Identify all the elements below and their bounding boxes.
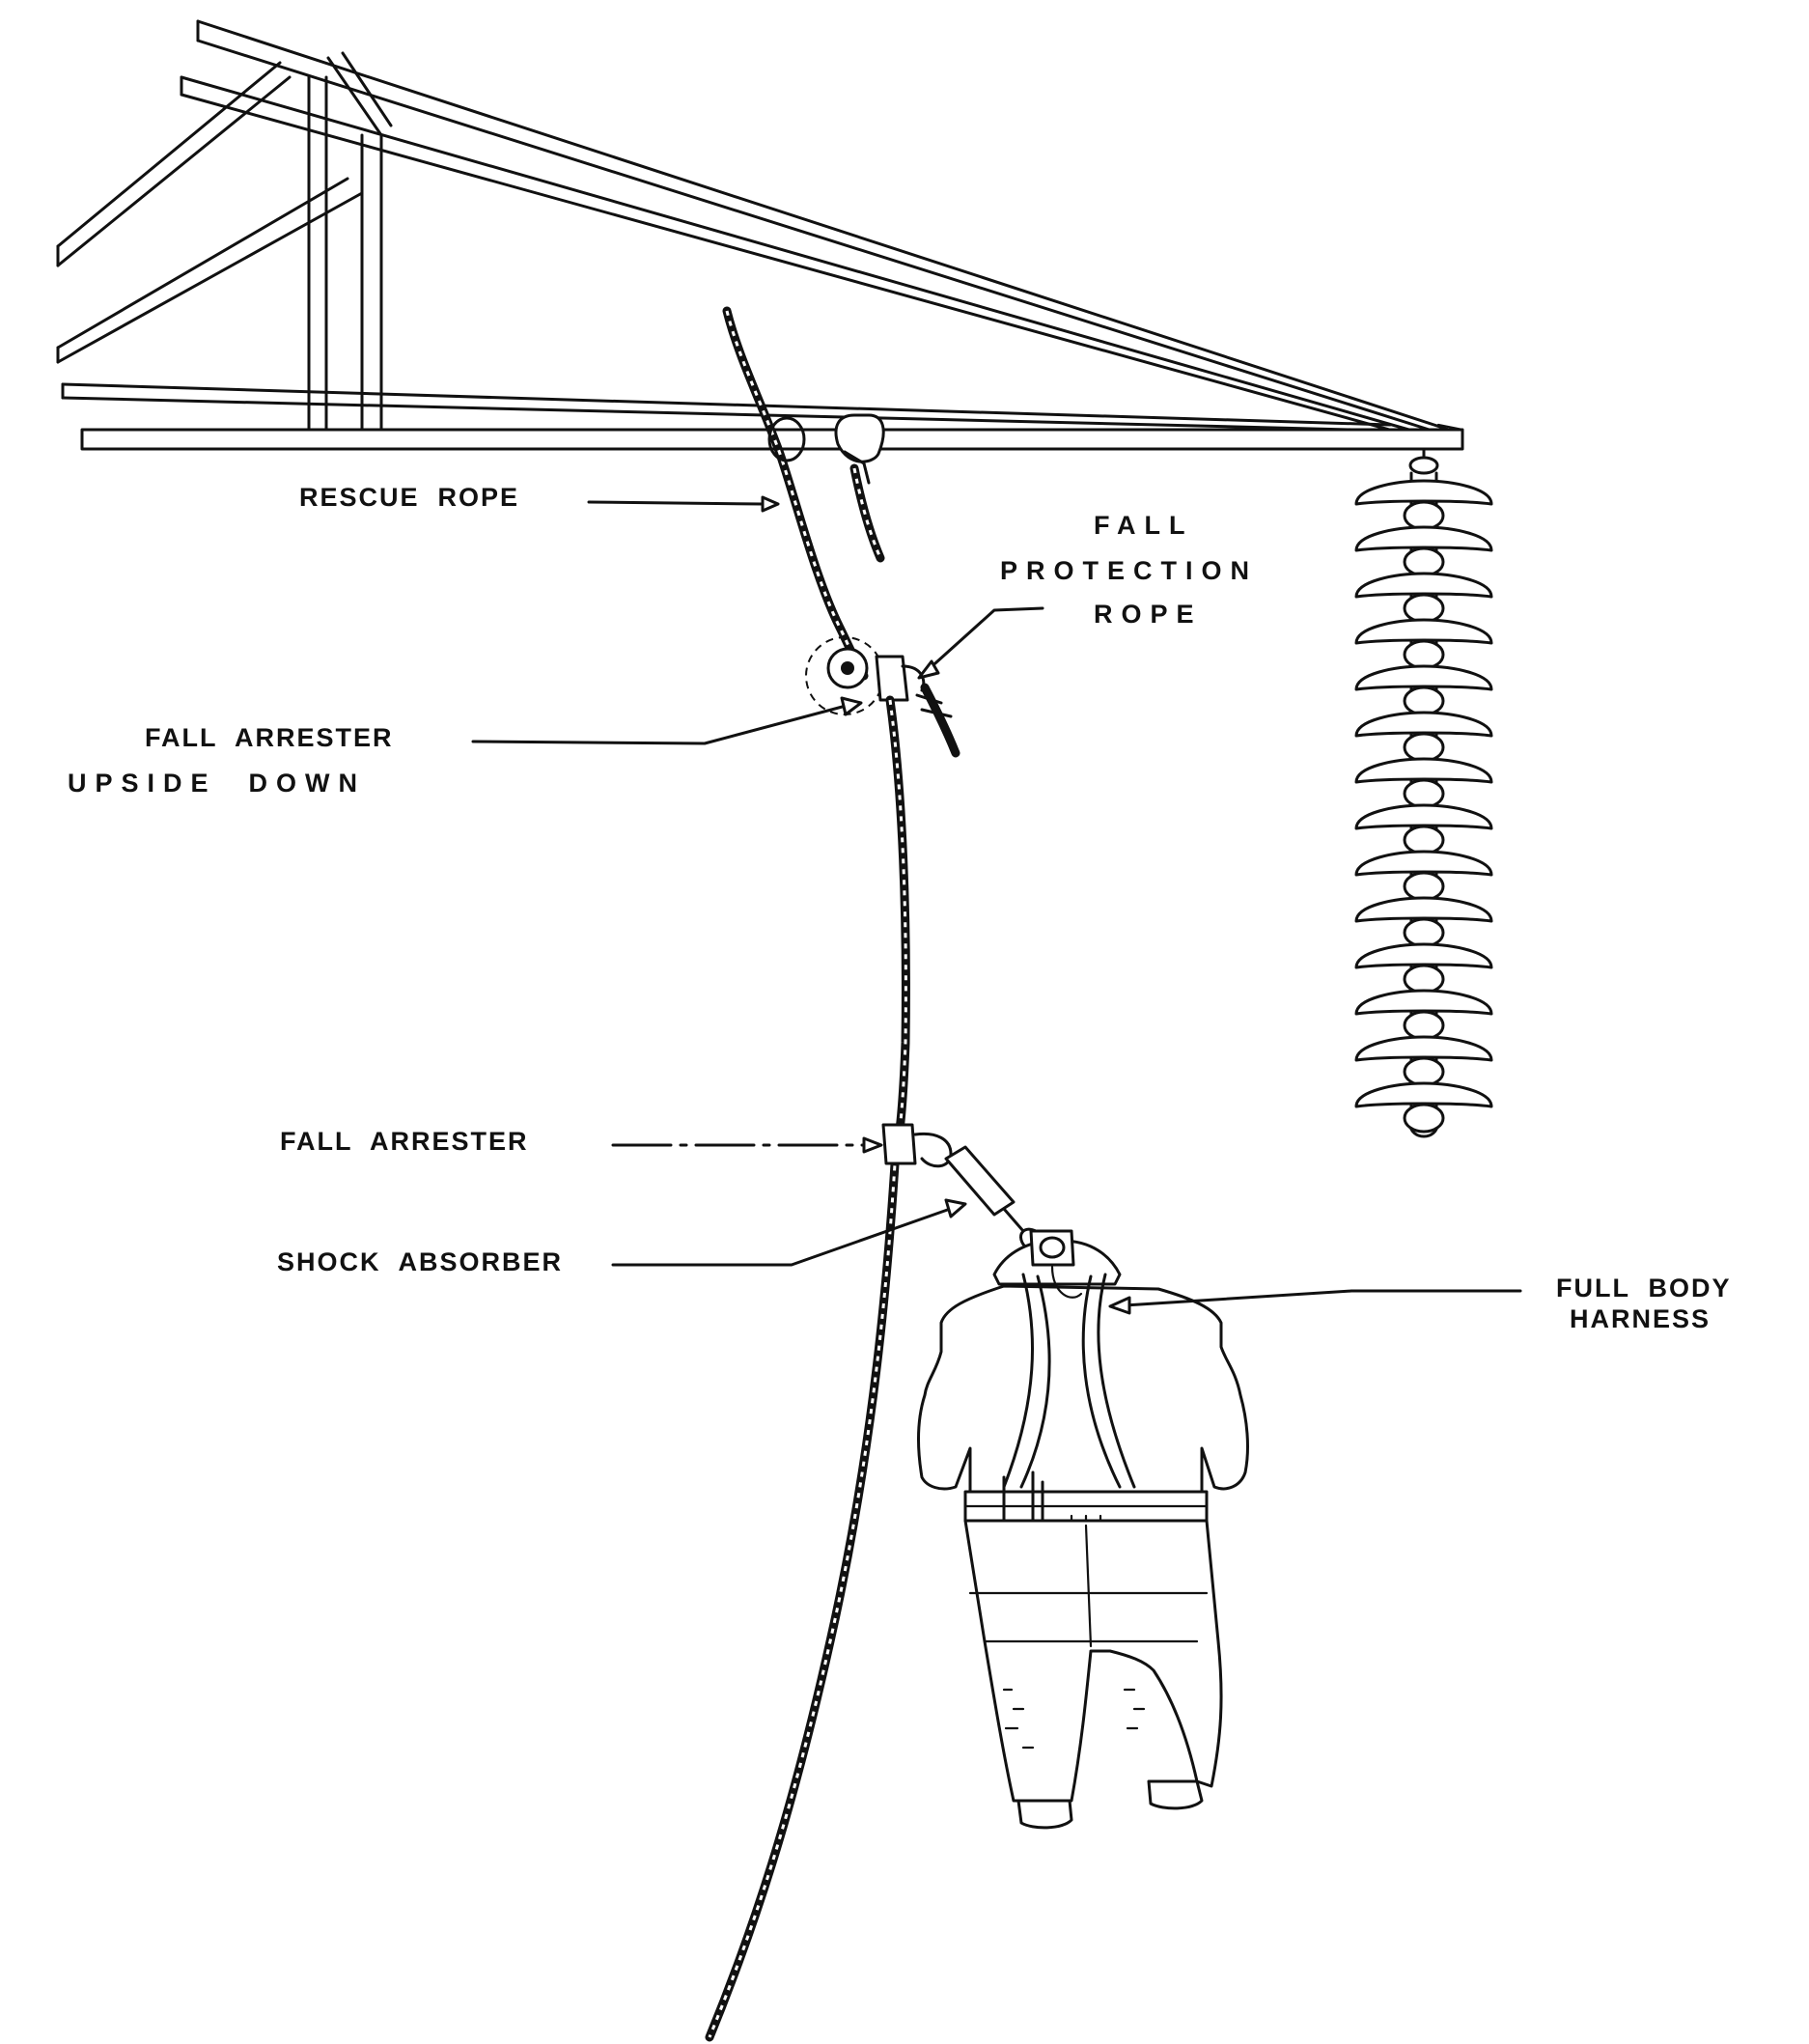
insulator-cap xyxy=(1403,1056,1445,1087)
insulator-disc xyxy=(1354,572,1493,599)
label-fall-protection-rope-line-1: FALL xyxy=(1094,511,1194,540)
rope-anchor-loop xyxy=(767,416,806,462)
leader-rescue-rope xyxy=(587,500,765,506)
insulator-cap xyxy=(1403,1010,1445,1041)
leader-lines xyxy=(471,495,1522,1315)
label-fall-protection-rope-line-3: ROPE xyxy=(1094,600,1203,629)
label-fall-arrester-upside-down-line-2: UPSIDE DOWN xyxy=(68,769,366,798)
insulator-disc xyxy=(1354,525,1493,552)
label-full-body-harness-line-1: FULL BODY xyxy=(1556,1274,1732,1302)
insulator-disc xyxy=(1354,757,1493,784)
insulator-cap xyxy=(1403,917,1445,948)
insulator-disc xyxy=(1354,618,1493,645)
insulator-cap xyxy=(1403,593,1445,624)
fall-protection-rope-anchor xyxy=(834,413,885,563)
leader-fall-protection-rope xyxy=(925,606,1044,673)
insulator-disc xyxy=(1354,664,1493,691)
insulator-cap xyxy=(1403,778,1445,809)
label-fall-protection-rope-line-2: PROTECTION xyxy=(1000,556,1258,585)
tower-crossarm xyxy=(56,19,1464,451)
upside-down-fall-arrester-device xyxy=(805,636,960,758)
insulator-cap xyxy=(1403,732,1445,763)
insulator-disc xyxy=(1354,942,1493,969)
label-full-body-harness-line-2: HARNESS xyxy=(1570,1304,1711,1333)
label-fall-arrester-upside-down-line-1: FALL ARRESTER xyxy=(145,723,394,752)
label-shock-absorber: SHOCK ABSORBER xyxy=(277,1247,563,1276)
insulator-disc xyxy=(1354,1035,1493,1062)
insulator-cap xyxy=(1403,686,1445,716)
leader-fall-arrester-upside-down xyxy=(471,703,851,745)
leader-full-body-harness xyxy=(1123,1289,1522,1307)
label-fall-arrester: FALL ARRESTER xyxy=(280,1127,529,1156)
fall-protection-rope xyxy=(705,695,910,2042)
insulator-cap xyxy=(1403,1103,1445,1134)
insulator-cap xyxy=(1403,500,1445,531)
insulator-cap xyxy=(1403,825,1445,855)
insulator-disc xyxy=(1354,803,1493,830)
labels: RESCUE ROPE FALL PROTECTION ROPE FALL AR… xyxy=(68,483,1732,1333)
fall-arrester-device xyxy=(881,1123,953,1168)
insulator-cap xyxy=(1403,639,1445,670)
insulator-disc xyxy=(1354,896,1493,923)
insulator-cap xyxy=(1403,871,1445,902)
rescue-rope xyxy=(722,306,869,681)
worker-figure xyxy=(917,1229,1249,1830)
insulator-disc xyxy=(1354,850,1493,877)
insulator-disc xyxy=(1354,711,1493,738)
leader-shock-absorber xyxy=(611,1205,958,1267)
insulator-disc xyxy=(1354,479,1493,506)
insulator-disc xyxy=(1354,989,1493,1016)
insulator-disc xyxy=(1354,1081,1493,1108)
insulator-cap xyxy=(1403,546,1445,577)
label-rescue-rope: RESCUE ROPE xyxy=(299,483,519,512)
insulator-string xyxy=(1354,447,1493,1138)
insulator-cap xyxy=(1403,964,1445,994)
